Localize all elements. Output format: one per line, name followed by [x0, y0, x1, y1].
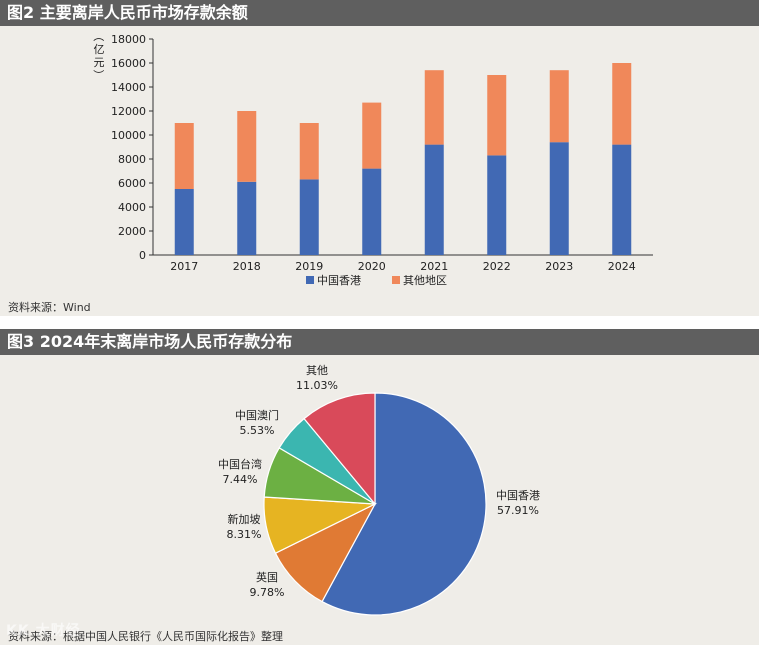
- pie-slice-value: 9.78%: [250, 586, 285, 599]
- y-tick-label: 8000: [118, 153, 146, 166]
- x-tick-label: 2017: [170, 260, 198, 273]
- y-tick-label: 18000: [111, 33, 146, 46]
- y-axis-label-char: 亿: [94, 43, 105, 56]
- figure3-source: 资料来源：根据中国人民银行《人民币国际化报告》整理: [8, 630, 283, 643]
- bar-other-2024: [612, 63, 632, 145]
- pie-slice-label: 其他: [306, 364, 328, 377]
- bar-hongkong-2021: [424, 144, 444, 255]
- pie-slice-label: 中国澳门: [235, 408, 279, 422]
- bar-hongkong-2024: [612, 144, 632, 255]
- pie-slice-label: 中国香港: [496, 489, 540, 502]
- bar-hongkong-2019: [299, 179, 319, 255]
- x-tick-label: 2024: [608, 260, 636, 273]
- pie-slice-value: 8.31%: [227, 528, 262, 541]
- bar-other-2018: [237, 111, 257, 182]
- bar-hongkong-2020: [362, 168, 382, 255]
- pie-slice-label: 英国: [256, 570, 278, 584]
- figure2-title: 图2 主要离岸人民币市场存款余额: [0, 0, 759, 26]
- figure3-title: 图3 2024年末离岸市场人民币存款分布: [0, 329, 759, 355]
- legend-swatch-hongkong: [306, 276, 314, 284]
- x-tick-label: 2022: [483, 260, 511, 273]
- y-tick-label: 4000: [118, 201, 146, 214]
- pie-slice-value: 7.44%: [223, 473, 258, 486]
- x-tick-label: 2020: [358, 260, 386, 273]
- y-tick-label: 10000: [111, 129, 146, 142]
- pie-slice-value: 57.91%: [497, 504, 539, 517]
- bar-other-2017: [174, 123, 194, 189]
- figure2-source: 资料来源：Wind: [8, 301, 91, 314]
- y-axis-label-char: ）: [92, 70, 105, 81]
- bar-hongkong-2022: [487, 155, 507, 255]
- y-axis-label-char: （: [92, 31, 105, 42]
- bar-other-2021: [424, 70, 444, 145]
- y-axis-label-char: 元: [94, 56, 105, 69]
- legend-label: 中国香港: [317, 274, 361, 287]
- y-tick-label: 12000: [111, 105, 146, 118]
- watermark: KK 大财经: [6, 623, 81, 639]
- stacked-bar-chart: 0 2000 4000 6000 8000 10000 12000 14000 16000 180…: [92, 31, 653, 287]
- pie-slice: [321, 392, 487, 616]
- x-tick-label: 2018: [233, 260, 261, 273]
- bar-other-2023: [549, 70, 569, 143]
- section-divider: [0, 316, 759, 329]
- x-tick-label: 2019: [295, 260, 323, 273]
- bar-hongkong-2023: [549, 142, 569, 255]
- y-tick-label: 0: [139, 249, 146, 262]
- pie-slice-label: 中国台湾: [218, 457, 262, 471]
- pie-slice-value: 11.03%: [296, 379, 338, 392]
- legend-label: 其他地区: [403, 274, 447, 287]
- y-tick-label: 14000: [111, 81, 146, 94]
- legend-swatch-other: [392, 276, 400, 284]
- pie-chart: 中国香港 57.91% 英国 9.78% 新加坡 8.31% 中国台湾 7.44% 中国澳门 5.…: [218, 364, 540, 616]
- y-tick-label: 16000: [111, 57, 146, 70]
- bar-other-2019: [299, 123, 319, 180]
- y-tick-label: 2000: [118, 225, 146, 238]
- pie-slice-label: 新加坡: [228, 512, 261, 526]
- x-tick-label: 2021: [420, 260, 448, 273]
- pie-slice: [303, 392, 376, 506]
- bar-other-2020: [362, 102, 382, 169]
- bar-hongkong-2018: [237, 181, 257, 255]
- x-tick-label: 2023: [545, 260, 573, 273]
- bar-hongkong-2017: [174, 189, 194, 255]
- bar-other-2022: [487, 75, 507, 156]
- pie-slice-value: 5.53%: [240, 424, 275, 437]
- y-tick-label: 6000: [118, 177, 146, 190]
